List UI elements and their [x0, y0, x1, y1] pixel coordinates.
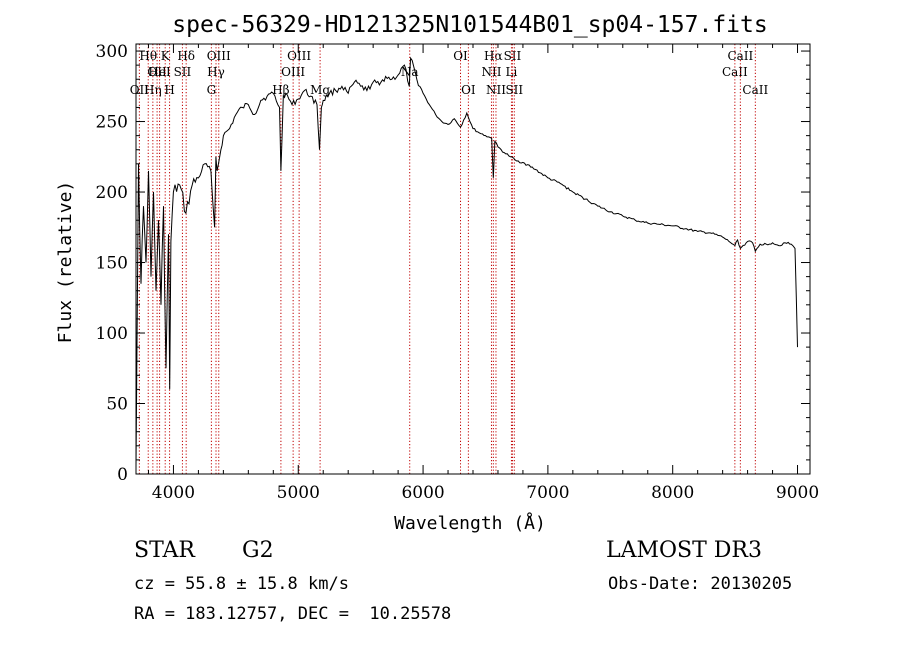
line-label-2: Hη	[144, 83, 162, 97]
observation-date: Obs-Date: 20130205	[608, 574, 793, 594]
line-label-22: Li	[506, 65, 518, 79]
line-label-9: G	[207, 83, 217, 97]
spectral-subclass: G2	[242, 538, 274, 563]
line-label-24: SII	[505, 83, 523, 97]
survey-name: LAMOST DR3	[606, 538, 762, 563]
line-label-25: CaII	[722, 65, 748, 79]
line-label-19: NII	[481, 65, 501, 79]
x-tick-label-4000: 4000	[152, 483, 195, 503]
coordinates: RA = 183.12757, DEC = 10.25578	[134, 604, 452, 624]
x-tick-label-8000: 8000	[651, 483, 694, 503]
redshift-velocity: cz = 55.8 ± 15.8 km/s	[134, 574, 349, 594]
x-tick-label-5000: 5000	[277, 483, 320, 503]
line-label-11: OIII	[207, 49, 231, 63]
spectrum-line	[135, 56, 798, 468]
object-class: STAR	[134, 538, 195, 563]
line-label-0: OII	[130, 83, 150, 97]
line-label-20: Hα	[484, 49, 503, 63]
plot-axes: 4000 5000 6000 7000 8000 9000 0 50 100 150 200 250 3…	[96, 42, 820, 503]
line-label-23: SII	[504, 49, 522, 63]
line-label-3: OII	[147, 65, 167, 79]
y-tick-label-100: 100	[96, 324, 128, 344]
x-tick-label-9000: 9000	[776, 483, 819, 503]
x-tick-label-6000: 6000	[401, 483, 444, 503]
line-label-1: Hθ	[139, 49, 157, 63]
line-label-6: H	[164, 83, 174, 97]
line-label-5: K	[161, 49, 171, 63]
y-tick-label-50: 50	[106, 395, 128, 415]
y-axis-label: Flux (relative)	[55, 181, 76, 344]
line-label-26: CaII	[727, 49, 753, 63]
line-label-21: NII	[486, 83, 506, 97]
y-tick-label-300: 300	[96, 42, 128, 62]
line-label-17: OI	[453, 49, 468, 63]
y-tick-label-150: 150	[96, 254, 128, 274]
y-tick-label-250: 250	[96, 113, 128, 133]
chart-title: spec-56329-HD121325N101544B01_sp04-157.f…	[172, 12, 767, 38]
x-axis-label: Wavelength (Å)	[394, 512, 546, 534]
line-label-14: OIII	[287, 49, 311, 63]
plot-frame	[135, 43, 811, 475]
line-label-15: Mg	[310, 83, 330, 97]
line-label-27: CaII	[742, 83, 768, 97]
line-label-10: Hγ	[207, 65, 225, 79]
line-label-8: Hδ	[177, 49, 195, 63]
line-label-18: OI	[461, 83, 476, 97]
line-label-4: HeI	[148, 65, 171, 79]
spectrum-series	[135, 56, 798, 468]
x-tick-label-7000: 7000	[526, 483, 569, 503]
line-label-7: SII	[174, 65, 192, 79]
emission-line-markers: OIIHθHηOIIHeIKHSIIHδGHγOIIIHβOIIIOIIIMgN…	[130, 44, 768, 474]
y-tick-label-0: 0	[117, 465, 128, 485]
y-tick-label-200: 200	[96, 183, 128, 203]
line-label-13: OIII	[281, 65, 305, 79]
